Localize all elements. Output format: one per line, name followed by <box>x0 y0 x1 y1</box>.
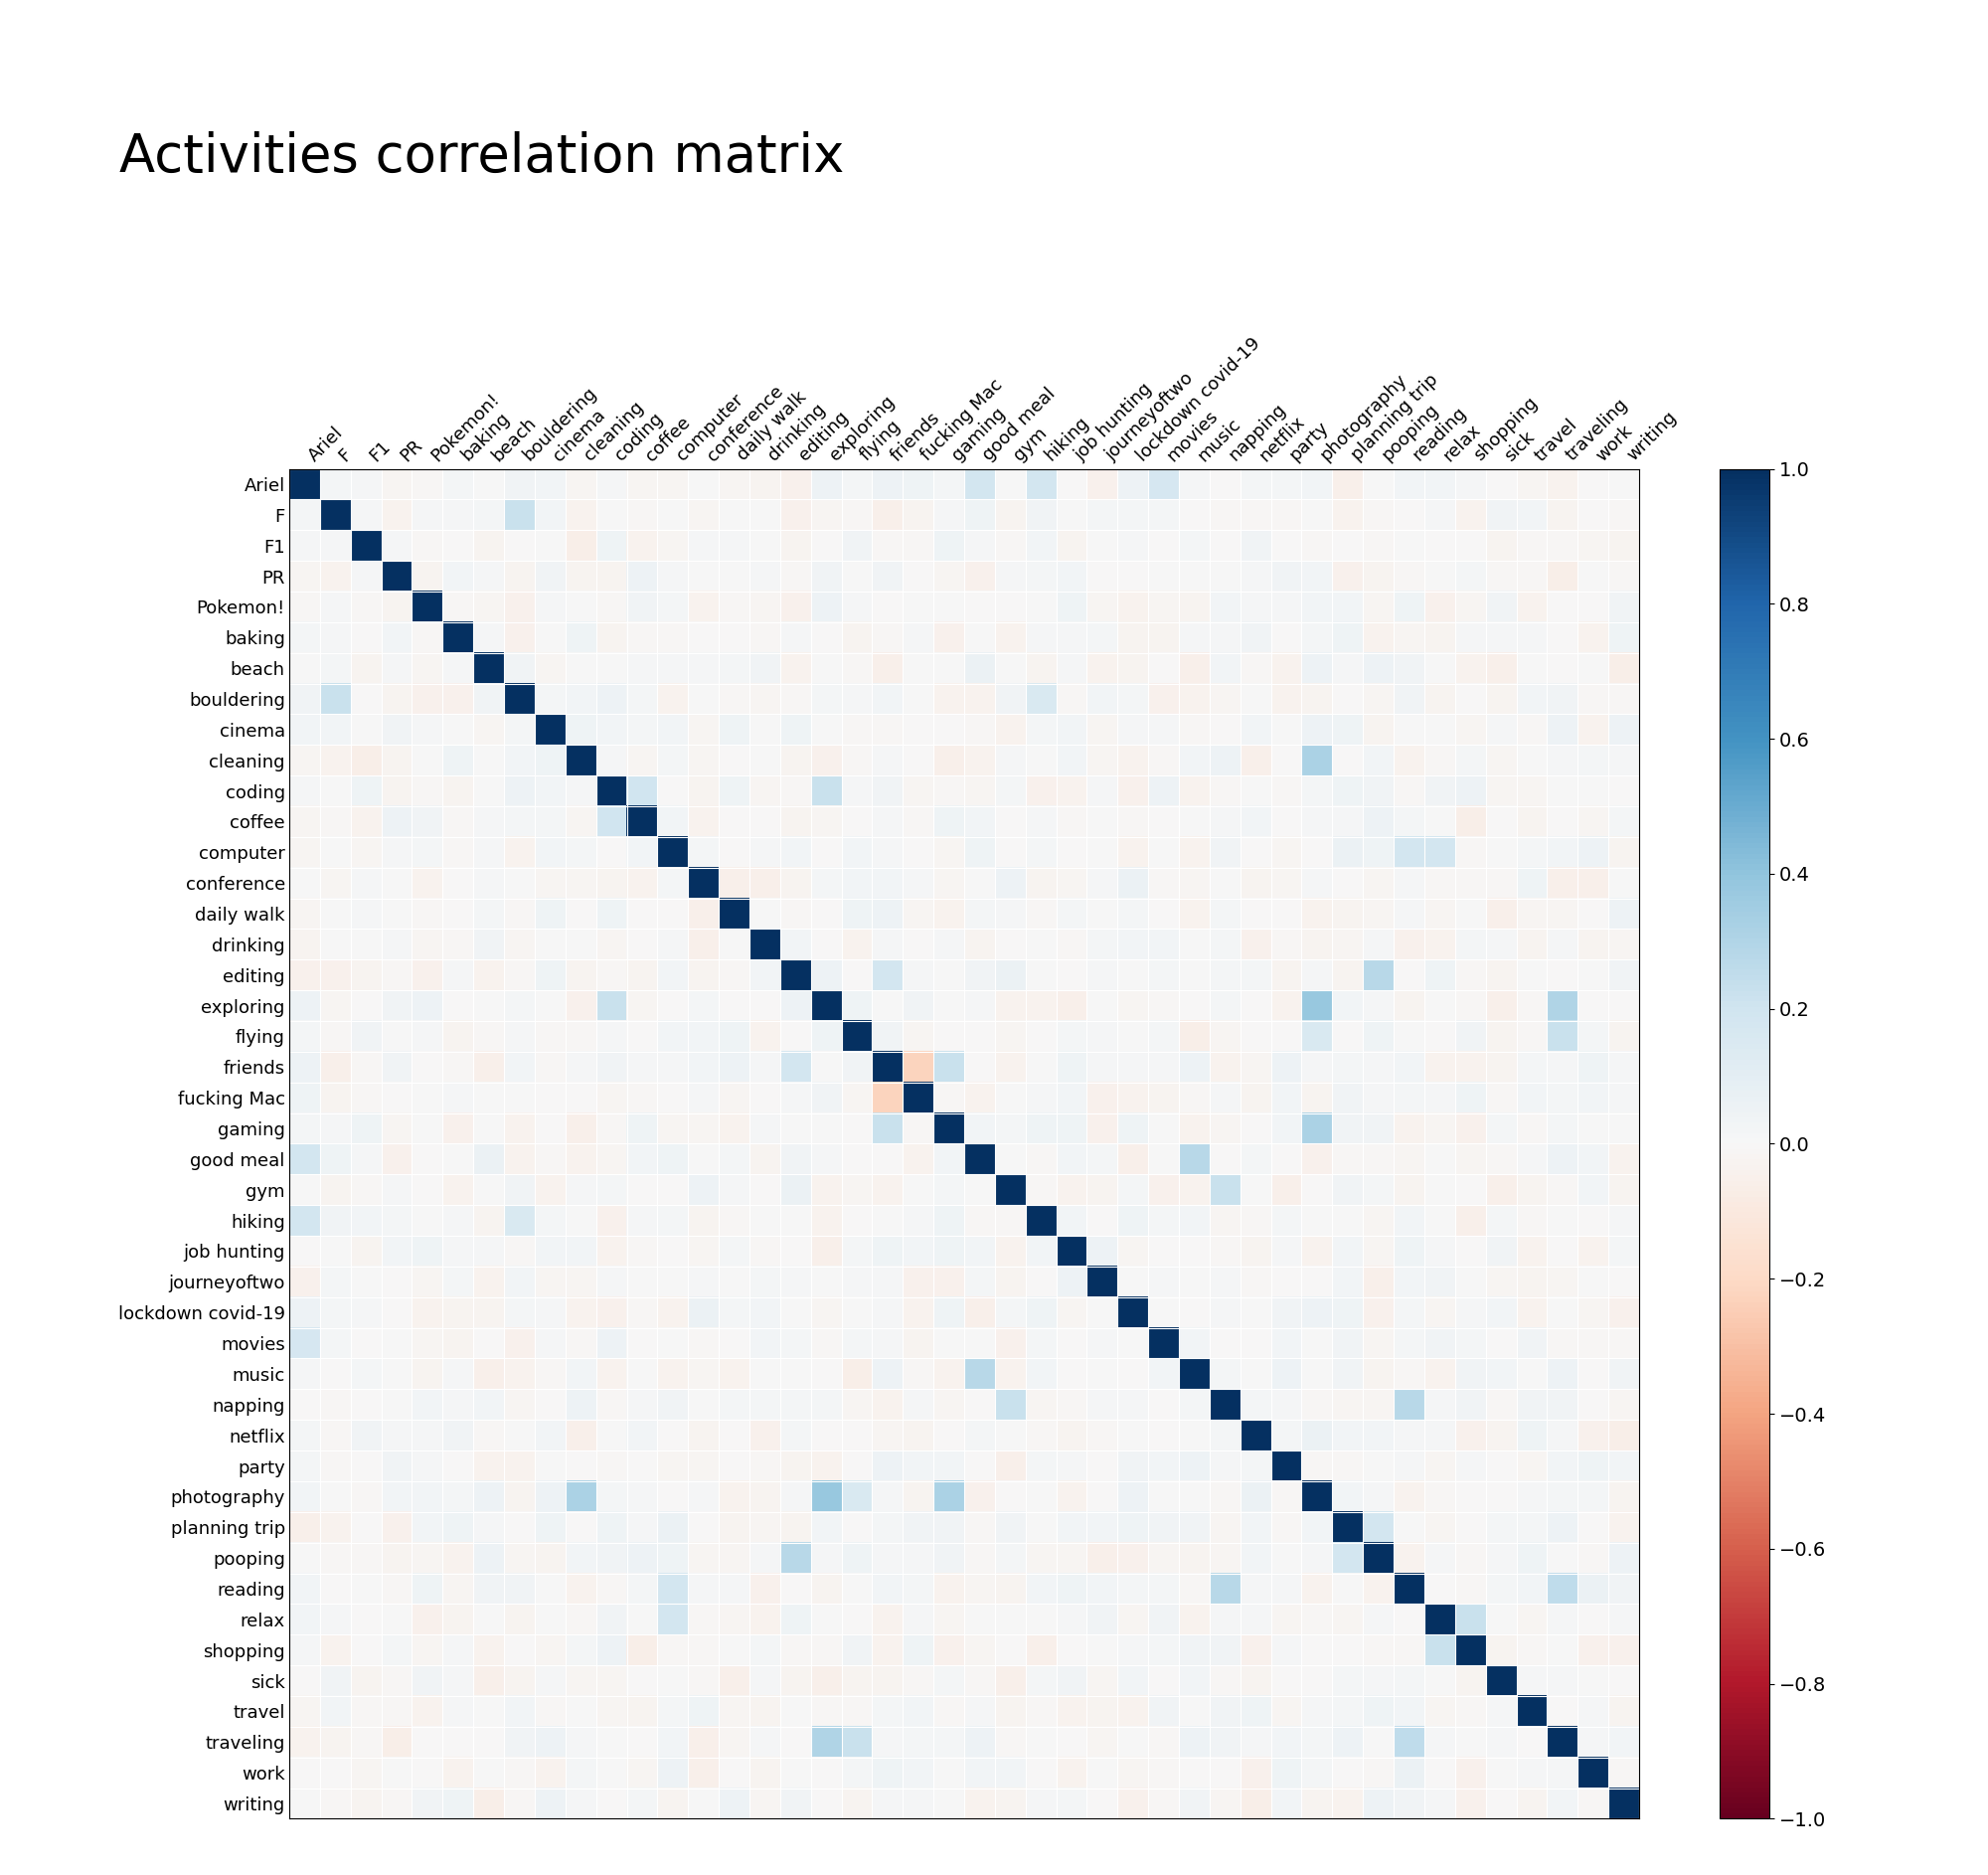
Text: Activities correlation matrix: Activities correlation matrix <box>119 131 845 184</box>
